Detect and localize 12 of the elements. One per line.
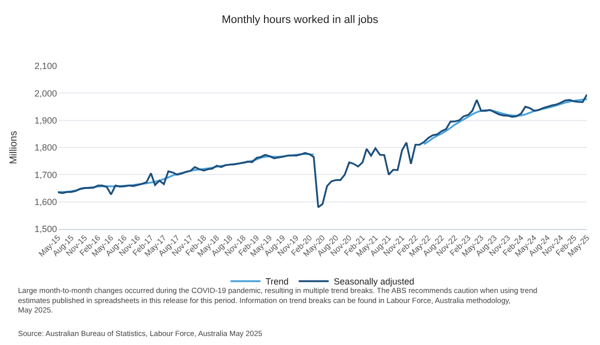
- y-tick-label: 1,600: [34, 196, 57, 207]
- y-tick-label: 1,700: [34, 170, 57, 180]
- chart-title: Monthly hours worked in all jobs: [222, 14, 379, 26]
- y-tick-label: 2,100: [34, 61, 57, 72]
- y-axis-title: Millions: [8, 130, 20, 164]
- line-series: [58, 94, 587, 208]
- y-tick-label: 1,900: [34, 115, 57, 126]
- y-tick-label: 1,500: [34, 224, 57, 234]
- y-tick-label: 1,800: [34, 142, 57, 153]
- legend-label: Trend: [266, 276, 289, 287]
- legend-label: Seasonally adjusted: [334, 276, 414, 287]
- y-tick-label: 2,000: [34, 88, 57, 98]
